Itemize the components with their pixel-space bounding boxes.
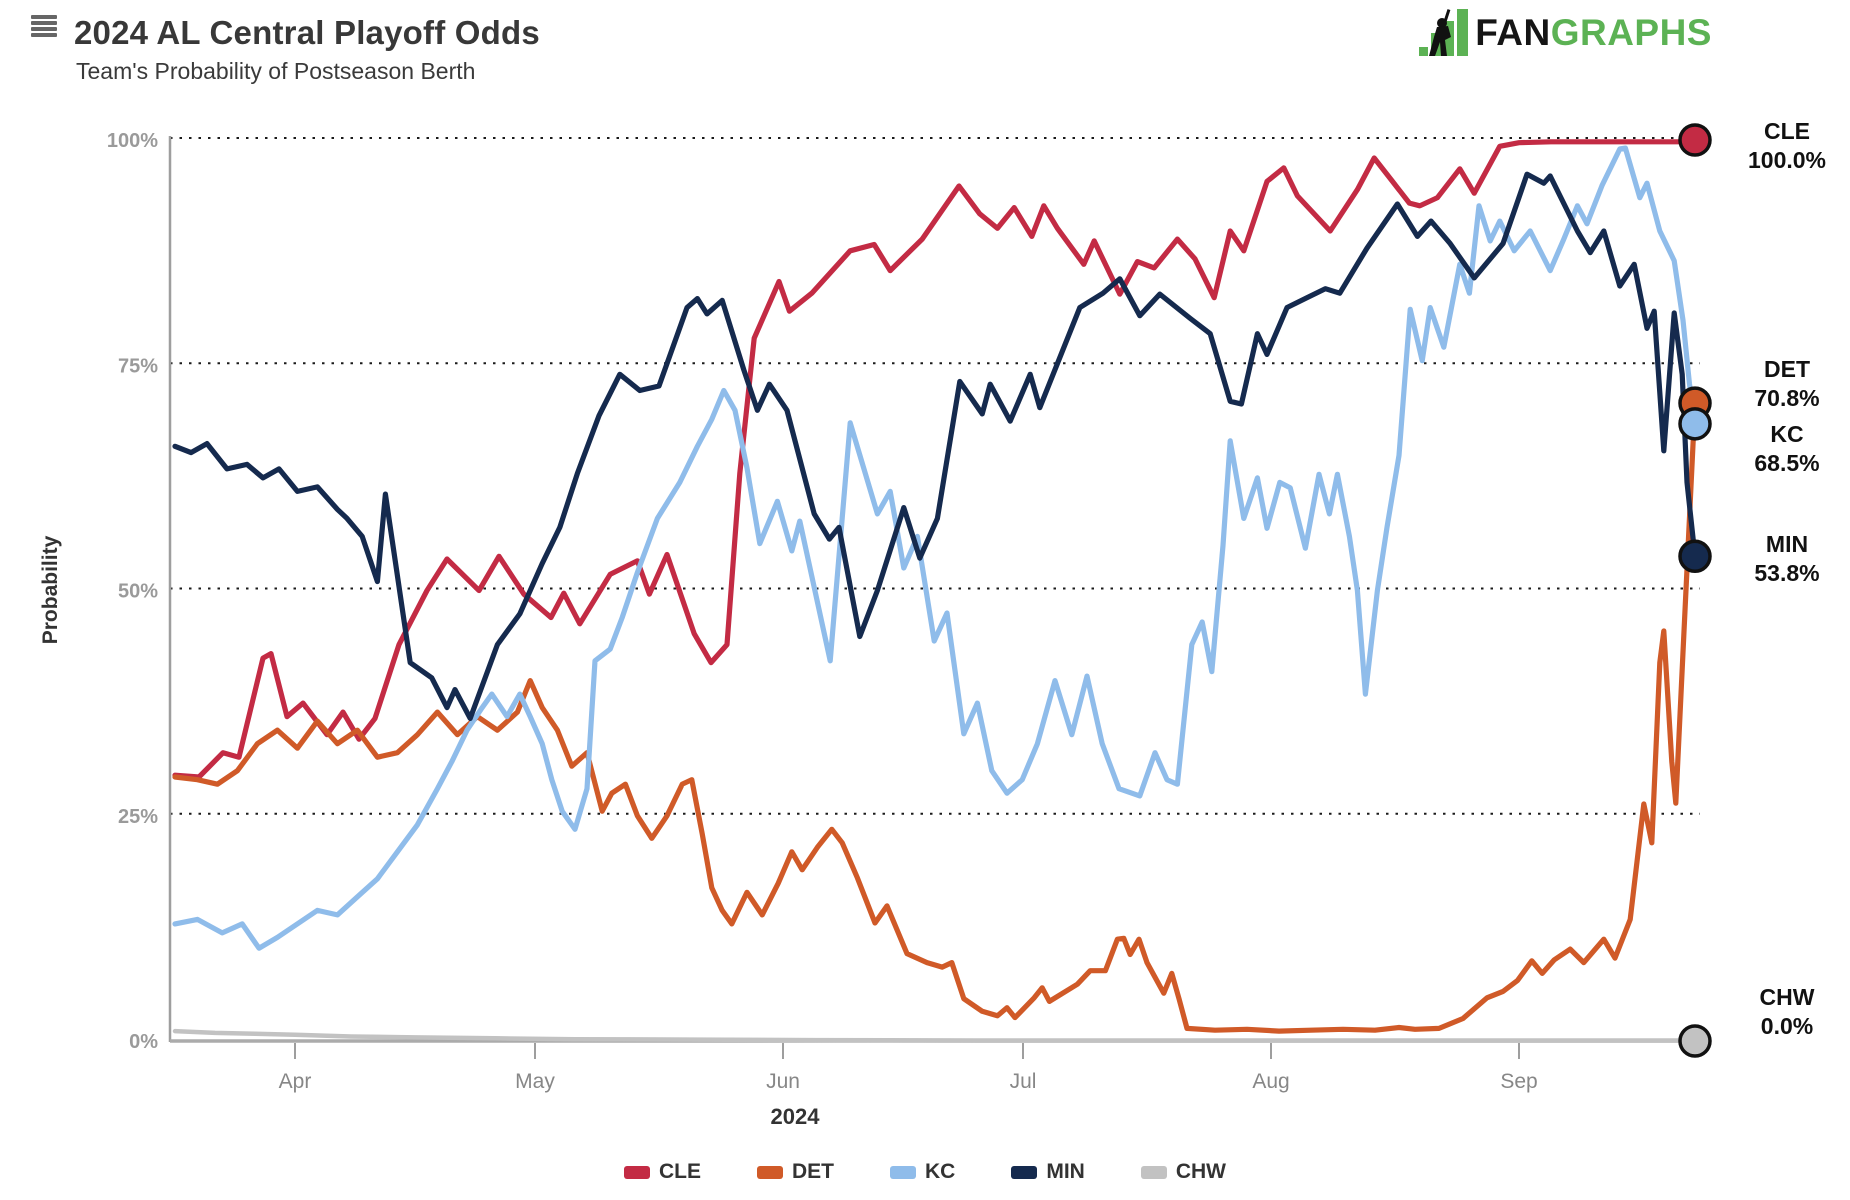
legend-swatch-MIN — [1011, 1165, 1038, 1179]
chart-legend: CLE DET KC MIN CHW — [0, 1160, 1850, 1184]
end-marker-KC[interactable] — [1678, 407, 1712, 441]
end-marker-CHW[interactable] — [1678, 1024, 1712, 1058]
x-tick-label-Apr: Apr — [279, 1070, 312, 1093]
x-tick-label-Sep: Sep — [1500, 1070, 1537, 1093]
end-label-team-MIN: MIN — [1766, 531, 1808, 557]
logo-text-graphs: GRAPHS — [1550, 12, 1712, 53]
end-label-pct-DET: 70.8% — [1754, 385, 1819, 411]
legend-label-MIN: MIN — [1046, 1160, 1085, 1183]
end-label-team-KC: KC — [1770, 421, 1803, 447]
page-subtitle: Team's Probability of Postseason Berth — [76, 58, 476, 84]
end-markers — [1678, 123, 1712, 1058]
legend-item-KC[interactable]: KC — [890, 1160, 955, 1184]
end-label-pct-CHW: 0.0% — [1761, 1013, 1813, 1039]
x-tick-label-Jun: Jun — [766, 1070, 800, 1093]
series-lines — [172, 139, 1698, 1043]
y-tick-label-50: 50% — [118, 581, 158, 603]
end-label-pct-CLE: 100.0% — [1748, 147, 1826, 173]
end-label-pct-KC: 68.5% — [1754, 450, 1819, 476]
legend-swatch-CLE — [624, 1165, 650, 1179]
x-tick-label-Aug: Aug — [1252, 1070, 1289, 1093]
legend-item-CLE[interactable]: CLE — [624, 1160, 701, 1184]
logo-text-fan: FAN — [1475, 12, 1551, 53]
end-marker-MIN[interactable] — [1678, 539, 1712, 574]
end-labels: CHW 0.0% CLE 100.0% DET 70.8% KC 68.5% MIN 53.8% — [1748, 118, 1826, 1039]
legend-swatch-KC — [890, 1165, 916, 1179]
fangraphs-batter-icon — [1419, 9, 1469, 56]
gridlines: 0% 25% 50% 75% 100% — [107, 130, 1700, 1053]
end-label-team-CHW: CHW — [1760, 984, 1815, 1010]
x-tick-label-May: May — [515, 1070, 555, 1093]
x-tick-label-Jul: Jul — [1010, 1070, 1037, 1093]
series-line-MIN[interactable] — [172, 171, 1698, 721]
end-label-team-CLE: CLE — [1764, 118, 1810, 144]
legend-label-DET: DET — [792, 1160, 834, 1183]
hamburger-menu-icon[interactable] — [31, 15, 57, 39]
page-title: 2024 AL Central Playoff Odds — [74, 14, 540, 51]
y-axis-title: Probability — [39, 535, 62, 644]
series-line-CHW[interactable] — [172, 1028, 1698, 1043]
legend-item-CHW[interactable]: CHW — [1140, 1160, 1226, 1184]
x-axis-title: 2024 — [771, 1104, 821, 1129]
fangraphs-logo: FAN GRAPHS — [1417, 8, 1712, 58]
legend-label-CHW: CHW — [1175, 1160, 1226, 1183]
y-tick-label-0: 0% — [129, 1031, 158, 1053]
end-label-team-DET: DET — [1764, 356, 1810, 382]
legend-label-KC: KC — [925, 1160, 956, 1183]
legend-swatch-DET — [757, 1165, 783, 1179]
series-line-CLE[interactable] — [172, 139, 1698, 780]
end-marker-CLE[interactable] — [1678, 123, 1712, 157]
end-label-pct-MIN: 53.8% — [1754, 560, 1819, 586]
legend-item-DET[interactable]: DET — [757, 1160, 834, 1184]
series-line-DET[interactable] — [172, 400, 1698, 1034]
chart-header: 2024 AL Central Playoff Odds Team's Prob… — [0, 0, 1850, 100]
legend-label-CLE: CLE — [659, 1160, 701, 1183]
y-tick-label-25: 25% — [118, 806, 158, 828]
legend-item-MIN[interactable]: MIN — [1011, 1160, 1085, 1184]
legend-swatch-CHW — [1140, 1165, 1167, 1179]
series-line-KC[interactable] — [172, 145, 1698, 951]
y-tick-label-100: 100% — [107, 130, 158, 152]
y-tick-label-75: 75% — [118, 355, 158, 377]
